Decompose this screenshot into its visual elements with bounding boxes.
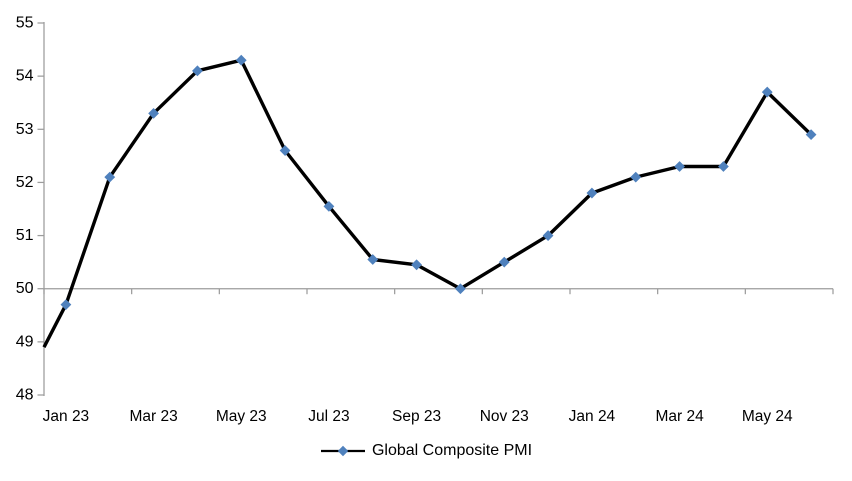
data-point-marker xyxy=(761,86,773,98)
x-axis-tick-label: Sep 23 xyxy=(392,408,441,425)
y-axis-tick-label: 51 xyxy=(16,227,34,244)
x-axis-tick-label: Jan 24 xyxy=(569,408,616,425)
data-point-marker xyxy=(542,230,554,241)
data-point-marker xyxy=(630,171,642,183)
plot-area: 48 49 50 51 52 53 54 55 Jan 23 Mar 23 May 23 Jul 23… xyxy=(16,15,834,425)
y-axis-tick-label: 48 xyxy=(16,387,34,404)
x-axis-tick-label: May 23 xyxy=(216,408,267,425)
x-axis-tick-label: Jan 23 xyxy=(43,408,90,425)
data-point-marker xyxy=(455,283,466,295)
data-point-marker xyxy=(718,161,729,172)
data-point-marker xyxy=(367,254,379,265)
x-axis-tick-label: Mar 23 xyxy=(129,408,177,425)
x-axis-tick-label: Mar 24 xyxy=(655,408,704,425)
data-point-marker xyxy=(586,187,598,199)
data-point-marker xyxy=(148,107,159,119)
data-point-marker xyxy=(411,259,422,271)
data-point-marker xyxy=(60,299,72,311)
x-axis-tick-label: May 24 xyxy=(742,408,793,425)
data-point-marker xyxy=(235,54,247,66)
data-point-marker xyxy=(805,129,817,140)
legend-series-label: Global Composite PMI xyxy=(371,442,533,459)
x-axis-tick-label: Jul 23 xyxy=(308,408,349,425)
pmi-series-line xyxy=(42,58,813,348)
y-axis-tick-label: 54 xyxy=(16,68,34,85)
y-axis-tick-label: 53 xyxy=(16,121,34,138)
data-point-marker xyxy=(192,65,203,77)
data-point-marker xyxy=(104,171,116,183)
y-axis-tick-label: 49 xyxy=(16,333,34,350)
data-point-marker xyxy=(323,200,335,212)
data-point-marker xyxy=(279,145,291,156)
y-axis-tick-label: 55 xyxy=(16,15,34,32)
data-point-marker xyxy=(674,161,685,172)
legend-diamond-marker-icon xyxy=(337,445,349,457)
legend-line-marker-icon xyxy=(320,445,365,457)
data-point-marker xyxy=(498,256,510,268)
y-axis-tick-label: 52 xyxy=(16,174,34,191)
chart-legend: Global Composite PMI xyxy=(0,443,852,459)
x-axis-tick-label: Nov 23 xyxy=(480,408,529,425)
y-axis-tick-label: 50 xyxy=(16,280,34,297)
